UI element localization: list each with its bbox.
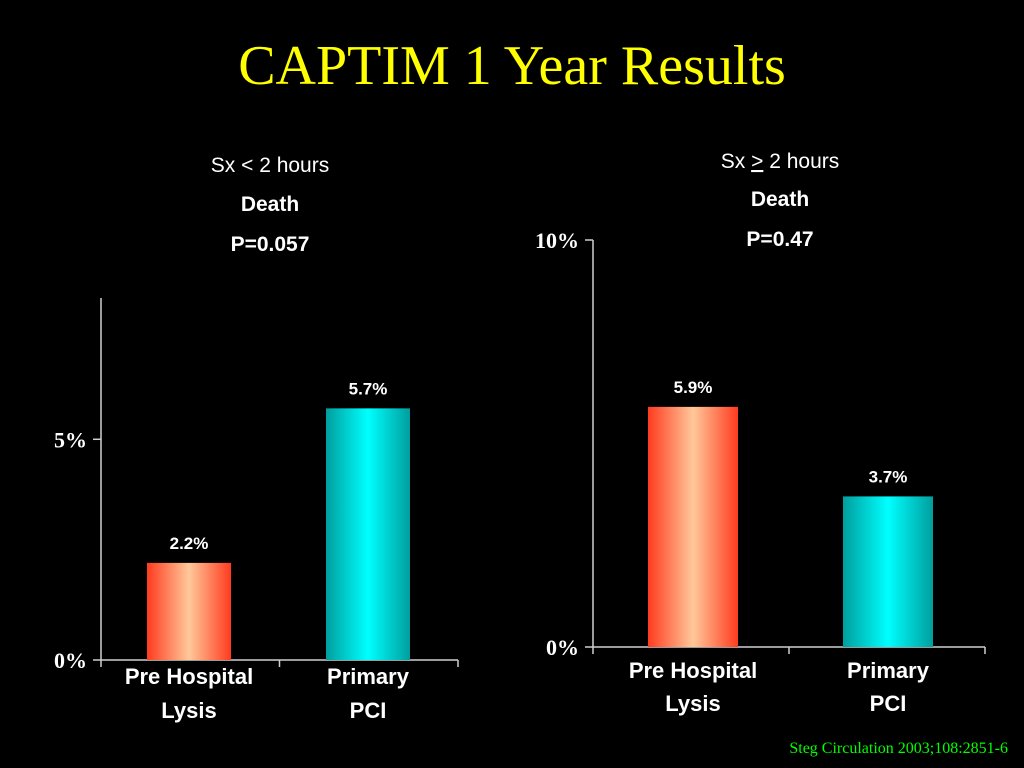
bar [147,562,231,660]
citation: Steg Circulation 2003;108:2851-6 [789,740,1008,757]
chart-heading: Death [241,193,299,216]
chart-left: Sx < 2 hours Death P=0.057 0% 5% 2.2% Pre Hosp… [54,154,459,723]
x-category-label: Primary [847,658,930,683]
x-category-label: PCI [350,698,387,723]
chart-right: Sx > 2 hours Death P=0.47 0% 10% 5.9% Pre Hosp… [535,150,986,716]
x-category-label: Pre Hospital [629,658,757,683]
bar-value-label: 3.7% [869,467,908,486]
slide-title: CAPTIM 1 Year Results [238,35,786,97]
chart-heading: Death [751,188,809,211]
x-category-label: PCI [870,691,907,716]
y-tick-label: 10% [535,228,579,253]
x-category-label: Pre Hospital [125,664,253,689]
chart-pvalue: P=0.47 [746,228,813,251]
bar-value-label: 5.7% [349,379,388,398]
bar-value-label: 2.2% [170,534,209,553]
y-tick-label: 5% [54,427,87,452]
x-category-label: Lysis [665,691,720,716]
bar [648,406,738,647]
bar-value-label: 5.9% [674,378,713,397]
y-tick-label: 0% [546,635,579,660]
chart-pvalue: P=0.057 [231,233,310,256]
bar [843,496,933,647]
chart-subtitle: Sx < 2 hours [211,154,329,177]
bar [326,408,410,660]
x-category-label: Primary [327,664,410,689]
y-tick-label: 0% [54,648,87,673]
chart-subtitle: Sx > 2 hours [721,150,840,173]
x-category-label: Lysis [161,698,216,723]
